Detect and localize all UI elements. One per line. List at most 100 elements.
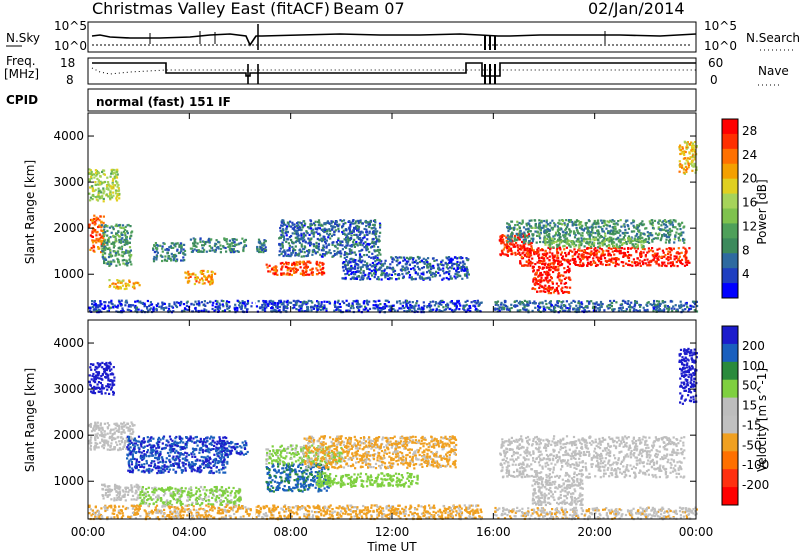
data-cell — [617, 236, 620, 239]
data-cell — [382, 263, 385, 266]
data-cell — [567, 291, 570, 294]
data-cell — [315, 260, 318, 263]
data-cell — [586, 258, 589, 261]
data-cell — [630, 222, 633, 225]
data-cell — [597, 256, 600, 259]
data-cell — [548, 229, 551, 232]
data-cell — [458, 263, 461, 267]
data-cell — [686, 160, 689, 163]
data-cell — [585, 255, 588, 258]
data-cell — [576, 228, 579, 232]
data-cell — [182, 248, 185, 251]
data-cell — [546, 223, 550, 226]
power-data-layer — [88, 114, 699, 314]
data-cell — [556, 254, 559, 257]
data-cell — [498, 239, 501, 242]
data-cell — [195, 245, 198, 248]
data-cell — [501, 249, 504, 252]
data-cell — [146, 299, 149, 303]
data-cell — [392, 258, 396, 261]
data-cell — [597, 238, 600, 241]
data-cell — [652, 302, 656, 305]
data-cell — [105, 187, 108, 190]
data-cell — [93, 300, 96, 303]
data-cell — [573, 253, 576, 256]
data-cell — [98, 172, 101, 175]
data-cell — [519, 253, 522, 256]
data-cell — [597, 231, 600, 234]
data-cell — [611, 232, 615, 235]
data-cell — [664, 223, 667, 226]
data-cell — [646, 251, 649, 254]
data-cell — [129, 304, 132, 307]
data-cell — [693, 149, 696, 152]
data-cell — [113, 175, 116, 178]
data-cell — [288, 244, 291, 247]
data-cell — [161, 303, 164, 306]
data-cell — [655, 305, 658, 308]
data-cell — [94, 302, 97, 306]
data-cell — [244, 304, 247, 307]
data-cell — [313, 231, 316, 234]
data-cell — [465, 272, 468, 275]
data-cell — [346, 261, 350, 264]
data-cell — [281, 241, 284, 244]
data-cell — [89, 309, 92, 313]
data-cell — [521, 246, 524, 249]
data-cell — [354, 265, 357, 268]
data-cell — [119, 247, 122, 250]
data-cell — [532, 287, 535, 290]
data-cell — [123, 232, 126, 235]
data-cell — [402, 301, 405, 304]
data-cell — [581, 232, 584, 235]
data-cell — [337, 251, 340, 254]
data-cell — [543, 235, 546, 238]
data-cell — [209, 239, 212, 242]
data-cell — [442, 306, 445, 309]
data-cell — [164, 248, 167, 251]
data-cell — [649, 249, 652, 252]
data-cell — [402, 259, 405, 262]
data-cell — [608, 306, 611, 309]
data-cell — [366, 303, 370, 306]
data-cell — [330, 222, 333, 225]
data-cell — [575, 251, 578, 254]
data-cell — [149, 307, 152, 310]
data-cell — [526, 264, 529, 267]
data-cell — [387, 300, 390, 304]
data-cell — [337, 237, 340, 240]
data-cell — [576, 255, 579, 258]
data-cell — [231, 249, 234, 253]
data-cell — [195, 309, 198, 312]
data-cell — [93, 173, 96, 176]
data-cell — [108, 307, 111, 310]
data-cell — [596, 232, 600, 235]
data-cell — [635, 261, 639, 264]
data-cell — [654, 232, 658, 235]
data-cell — [534, 226, 537, 229]
data-cell — [285, 262, 288, 265]
data-cell — [294, 245, 297, 248]
data-cell — [619, 241, 622, 244]
data-cell — [560, 304, 563, 307]
data-cell — [373, 226, 376, 229]
data-cell — [285, 225, 289, 228]
data-cell — [574, 262, 577, 266]
data-cell — [359, 243, 362, 246]
data-cell — [663, 308, 666, 311]
data-cell — [426, 271, 429, 274]
data-cell — [459, 266, 462, 269]
data-cell — [678, 260, 682, 263]
data-cell — [645, 303, 648, 306]
data-cell — [284, 231, 287, 235]
data-cell — [100, 224, 103, 227]
data-cell — [289, 255, 292, 258]
data-cell — [552, 265, 555, 268]
data-cell — [638, 262, 641, 265]
data-cell — [375, 240, 378, 243]
data-cell — [594, 238, 597, 241]
data-cell — [292, 269, 295, 272]
data-cell — [638, 229, 641, 232]
data-cell — [519, 309, 522, 312]
data-cell — [590, 230, 593, 234]
